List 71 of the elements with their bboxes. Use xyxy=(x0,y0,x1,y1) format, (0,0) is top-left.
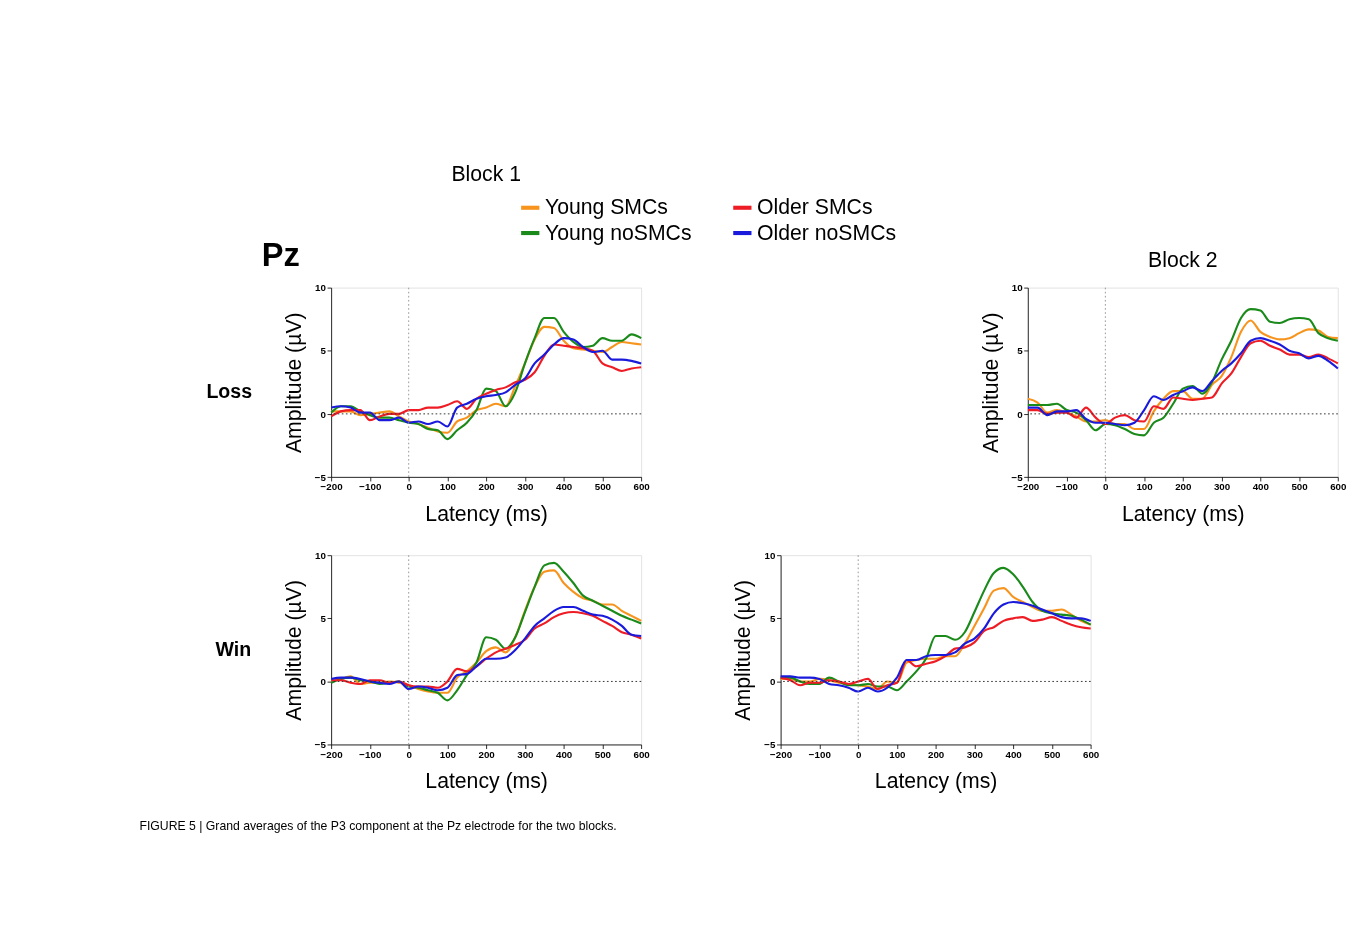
chart-title: Block 1 xyxy=(451,161,521,185)
x-tick-label: 0 xyxy=(855,748,862,760)
x-tick-label: 600 xyxy=(633,748,651,760)
x-tick-label: 400 xyxy=(555,748,573,760)
x-tick-label: 600 xyxy=(1082,748,1100,760)
y-tick-label: 0 xyxy=(320,676,327,688)
legend-label: Older noSMCs xyxy=(757,220,897,244)
x-tick-label: 600 xyxy=(633,481,651,493)
x-axis-title: Latency (ms) xyxy=(1122,501,1245,526)
legend-label: Young SMCs xyxy=(544,195,668,220)
y-tick-label: −5 xyxy=(764,739,776,751)
x-axis-title: Latency (ms) xyxy=(874,769,998,794)
x-tick-label: −100 xyxy=(808,748,832,760)
x-tick-label: 400 xyxy=(1005,748,1023,760)
x-tick-label: 500 xyxy=(1044,748,1062,760)
x-tick-label: 0 xyxy=(406,748,413,760)
x-tick-label: −200 xyxy=(320,748,344,760)
text: Loss xyxy=(206,379,253,402)
x-tick-label: 500 xyxy=(1291,481,1309,493)
x-tick-label: 400 xyxy=(555,481,573,493)
x-axis-title: Latency (ms) xyxy=(425,501,548,526)
y-tick-label: −5 xyxy=(314,471,327,483)
y-tick-label: 5 xyxy=(1017,345,1024,357)
x-tick-label: 200 xyxy=(478,481,496,493)
x-tick-label: 100 xyxy=(889,748,907,760)
x-tick-label: 300 xyxy=(1213,481,1231,493)
y-tick-label: −5 xyxy=(314,739,327,751)
x-tick-label: 400 xyxy=(1252,481,1270,493)
y-tick-label: 10 xyxy=(315,282,327,294)
x-tick-label: 600 xyxy=(1330,481,1347,493)
x-tick-label: −200 xyxy=(320,481,344,493)
x-tick-label: 100 xyxy=(439,481,457,493)
x-tick-label: −100 xyxy=(1056,481,1079,493)
x-tick-label: 300 xyxy=(966,748,984,760)
y-tick-label: 10 xyxy=(1011,282,1024,294)
x-tick-label: −100 xyxy=(359,481,382,493)
y-tick-label: 5 xyxy=(320,345,327,357)
x-tick-label: 300 xyxy=(517,748,535,760)
y-axis-title: Amplitude (µV) xyxy=(281,579,306,721)
text: Pz xyxy=(261,236,300,274)
x-tick-label: −200 xyxy=(1017,481,1040,493)
y-tick-label: 5 xyxy=(769,613,776,625)
x-tick-label: 0 xyxy=(406,481,413,493)
x-tick-label: 0 xyxy=(1103,481,1110,493)
x-axis-title: Latency (ms) xyxy=(425,769,548,794)
x-tick-label: 100 xyxy=(1136,481,1154,493)
y-tick-label: 0 xyxy=(1017,408,1024,420)
y-tick-label: 10 xyxy=(315,549,327,561)
line-series xyxy=(779,616,1092,691)
x-tick-label: 100 xyxy=(439,748,457,760)
y-tick-label: 5 xyxy=(320,613,327,625)
y-tick-label: 0 xyxy=(320,408,327,420)
x-tick-label: 200 xyxy=(927,748,945,760)
y-axis-title: Amplitude (µV) xyxy=(281,312,306,454)
caption: FIGURE 5 | Grand averages of the P3 component at the Pz electrode for the two blocks. xyxy=(139,819,617,834)
legend-label: Young noSMCs xyxy=(544,220,692,245)
text: Win xyxy=(215,637,252,660)
chart-title: Block 2 xyxy=(1148,248,1218,272)
x-tick-label: 500 xyxy=(594,748,612,760)
x-tick-label: 300 xyxy=(517,481,535,493)
y-axis-title: Amplitude (µV) xyxy=(978,312,1003,454)
x-tick-label: 200 xyxy=(1175,481,1192,493)
x-tick-label: 500 xyxy=(594,481,612,493)
y-tick-label: 0 xyxy=(769,676,776,688)
y-tick-label: −5 xyxy=(1011,471,1024,483)
y-tick-label: 10 xyxy=(764,549,776,561)
x-tick-label: 200 xyxy=(478,748,496,760)
x-tick-label: −200 xyxy=(770,748,793,760)
legend-label: Older SMCs xyxy=(757,195,873,219)
x-tick-label: −100 xyxy=(359,748,382,760)
y-axis-title: Amplitude (µV) xyxy=(731,579,756,721)
